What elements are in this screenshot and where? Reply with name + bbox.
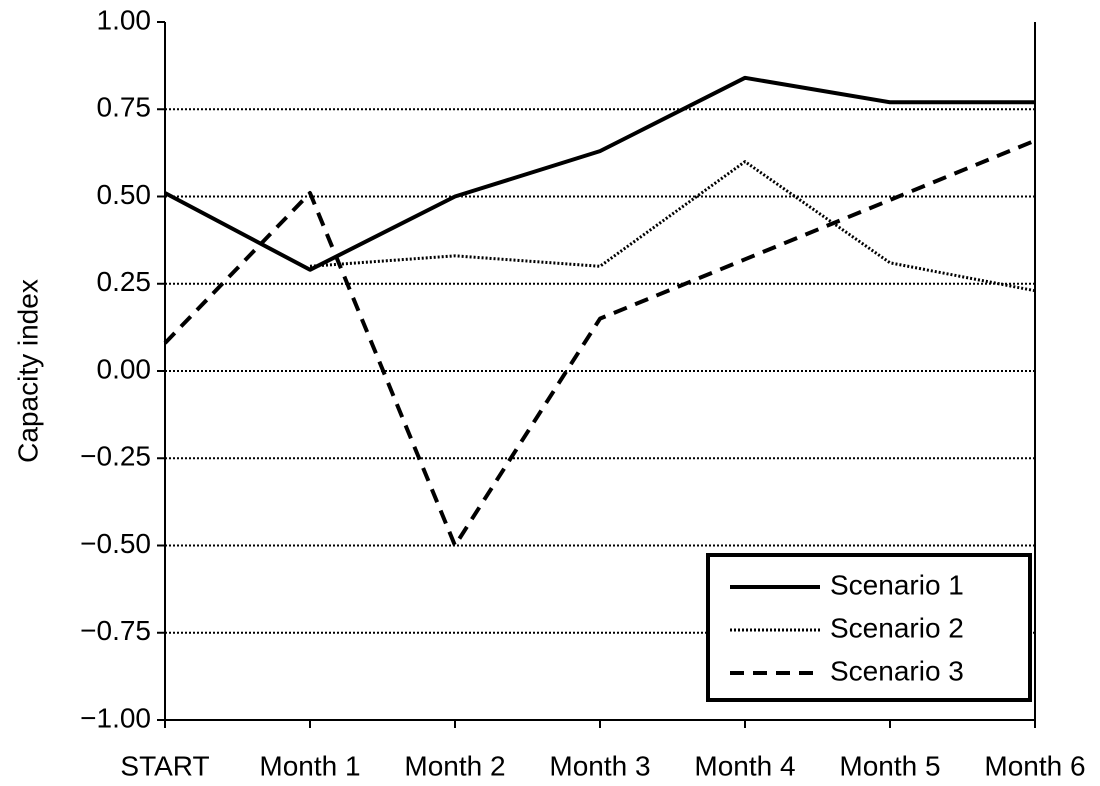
- legend-label: Scenario 2: [830, 612, 964, 643]
- y-tick-label: −0.75: [80, 615, 151, 646]
- x-tick-label: START: [120, 750, 209, 781]
- legend-label: Scenario 1: [830, 569, 964, 600]
- series-line: [163, 138, 1036, 548]
- legend-box: [706, 553, 1032, 702]
- y-tick-label: 0.50: [97, 179, 152, 210]
- x-tick-label: Month 6: [984, 750, 1085, 781]
- y-tick-label: −0.25: [80, 441, 151, 472]
- y-axis-label: Capacity index: [12, 279, 43, 463]
- x-tick-label: Month 5: [839, 750, 940, 781]
- y-tick-label: 0.75: [97, 92, 152, 123]
- series-line: [164, 75, 1035, 272]
- y-tick-label: −0.50: [80, 528, 151, 559]
- x-tick-label: Month 1: [259, 750, 360, 781]
- x-tick-label: Month 3: [549, 750, 650, 781]
- y-tick-label: 0.25: [97, 266, 152, 297]
- legend-label: Scenario 3: [830, 655, 964, 686]
- y-tick-label: 1.00: [97, 4, 152, 35]
- y-tick-label: 0.00: [97, 353, 152, 384]
- series-line: [309, 160, 1036, 293]
- x-tick-label: Month 4: [694, 750, 795, 781]
- y-tick-label: −1.00: [80, 702, 151, 733]
- x-tick-label: Month 2: [404, 750, 505, 781]
